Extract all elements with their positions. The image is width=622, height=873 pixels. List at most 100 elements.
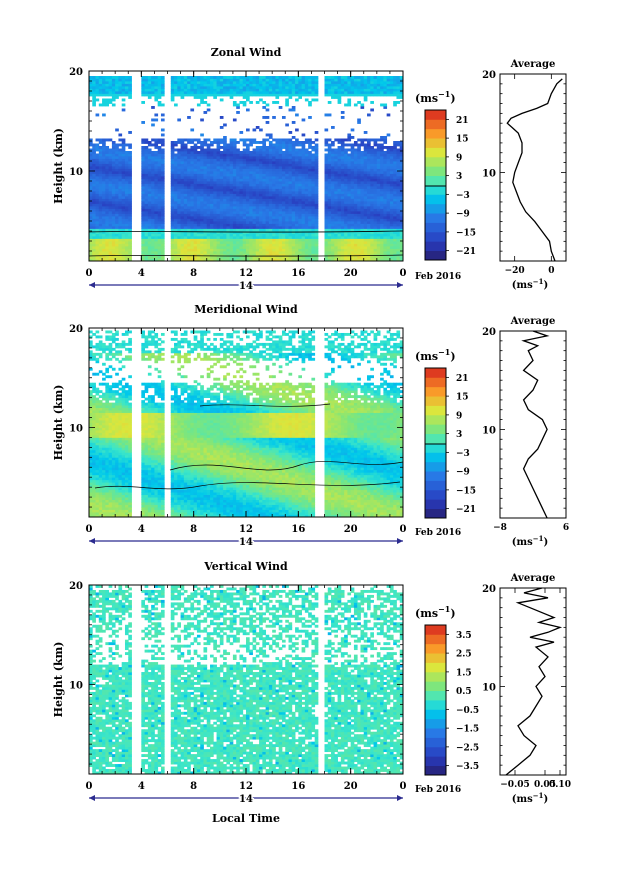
heatmap-cell — [344, 161, 348, 164]
heatmap-cell — [387, 149, 391, 152]
heatmap-cell — [122, 166, 126, 169]
heatmap-cell — [387, 81, 391, 84]
heatmap-cell — [308, 194, 312, 197]
heatmap-cell — [105, 196, 109, 199]
heatmap-cell — [269, 169, 273, 172]
heatmap-cell — [285, 139, 289, 142]
heatmap-cell — [190, 224, 194, 227]
heatmap-cell — [233, 179, 237, 182]
heatmap-cell — [118, 221, 122, 224]
heatmap-cell — [217, 171, 221, 174]
heatmap-cell — [347, 161, 351, 164]
heatmap-cell — [105, 189, 109, 192]
heatmap-cell — [190, 251, 194, 254]
heatmap-cell — [383, 211, 387, 214]
heatmap-cell — [181, 206, 185, 209]
heatmap-cell — [112, 229, 116, 232]
heatmap-cell — [328, 139, 332, 142]
heatmap-cell — [194, 204, 198, 207]
heatmap-cell — [269, 239, 273, 242]
heatmap-cell — [210, 211, 214, 214]
heatmap-cell — [380, 89, 384, 92]
heatmap-cell — [148, 219, 152, 222]
heatmap-cell — [230, 241, 234, 244]
heatmap-cell — [236, 229, 240, 232]
heatmap-cell — [315, 234, 319, 237]
heatmap-cell — [105, 244, 109, 247]
heatmap-cell — [194, 149, 198, 152]
heatmap-cell — [256, 176, 260, 179]
heatmap-cell — [360, 184, 364, 187]
heatmap-cell — [239, 239, 243, 242]
heatmap-cell — [99, 79, 103, 82]
heatmap-cell — [145, 244, 149, 247]
heatmap-cell — [102, 194, 106, 197]
heatmap-cell — [89, 141, 93, 144]
heatmap-cell — [328, 216, 332, 219]
heatmap-cell — [190, 159, 194, 162]
heatmap-cell — [269, 84, 273, 87]
heatmap-cell — [213, 244, 217, 247]
heatmap-cell — [161, 169, 165, 172]
heatmap-cell — [141, 139, 145, 142]
heatmap-cell — [190, 194, 194, 197]
heatmap-cell — [272, 149, 276, 152]
heatmap-cell — [344, 79, 348, 82]
heatmap-cell — [145, 184, 149, 187]
heatmap-cell — [328, 256, 332, 259]
heatmap-cell — [207, 151, 211, 154]
heatmap-cell — [171, 179, 175, 182]
heatmap-cell — [99, 171, 103, 174]
heatmap-cell — [374, 229, 378, 232]
heatmap-cell — [181, 169, 185, 172]
heatmap-cell — [105, 104, 109, 107]
heatmap-cell — [367, 84, 371, 87]
heatmap-cell — [109, 196, 113, 199]
heatmap-cell — [128, 236, 132, 239]
heatmap-cell — [187, 164, 191, 167]
heatmap-cell — [226, 174, 230, 177]
heatmap-cell — [275, 246, 279, 249]
heatmap-cell — [89, 221, 93, 224]
heatmap-cell — [217, 91, 221, 94]
heatmap-cell — [171, 224, 175, 227]
heatmap-cell — [295, 196, 299, 199]
heatmap-cell — [92, 221, 96, 224]
heatmap-cell — [109, 226, 113, 229]
heatmap-cell — [302, 79, 306, 82]
heatmap-cell — [298, 214, 302, 217]
heatmap-cell — [272, 169, 276, 172]
heatmap-cell — [99, 224, 103, 227]
heatmap-cell — [118, 181, 122, 184]
heatmap-cell — [239, 194, 243, 197]
heatmap-cell — [154, 171, 158, 174]
heatmap-cell — [315, 164, 319, 167]
heatmap-cell — [334, 171, 338, 174]
heatmap-cell — [374, 209, 378, 212]
heatmap-cell — [200, 246, 204, 249]
heatmap-cell — [285, 76, 289, 79]
heatmap-cell — [243, 144, 247, 147]
heatmap-cell — [315, 211, 319, 214]
heatmap-cell — [187, 246, 191, 249]
heatmap-cell — [207, 229, 211, 232]
heatmap-cell — [279, 194, 283, 197]
heatmap-cell — [243, 169, 247, 172]
heatmap-cell — [102, 239, 106, 242]
heatmap-cell — [331, 126, 335, 129]
heatmap-cell — [311, 159, 315, 162]
heatmap-cell — [207, 156, 211, 159]
heatmap-cell — [262, 179, 266, 182]
heatmap-cell — [122, 221, 126, 224]
heatmap-cell — [115, 226, 119, 229]
heatmap-cell — [390, 171, 394, 174]
heatmap-cell — [92, 84, 96, 87]
heatmap-cell — [112, 146, 116, 149]
heatmap-cell — [298, 224, 302, 227]
heatmap-cell — [230, 196, 234, 199]
heatmap-cell — [282, 156, 286, 159]
heatmap-cell — [338, 186, 342, 189]
heatmap-cell — [112, 166, 116, 169]
heatmap-cell — [141, 251, 145, 254]
heatmap-cell — [295, 149, 299, 152]
